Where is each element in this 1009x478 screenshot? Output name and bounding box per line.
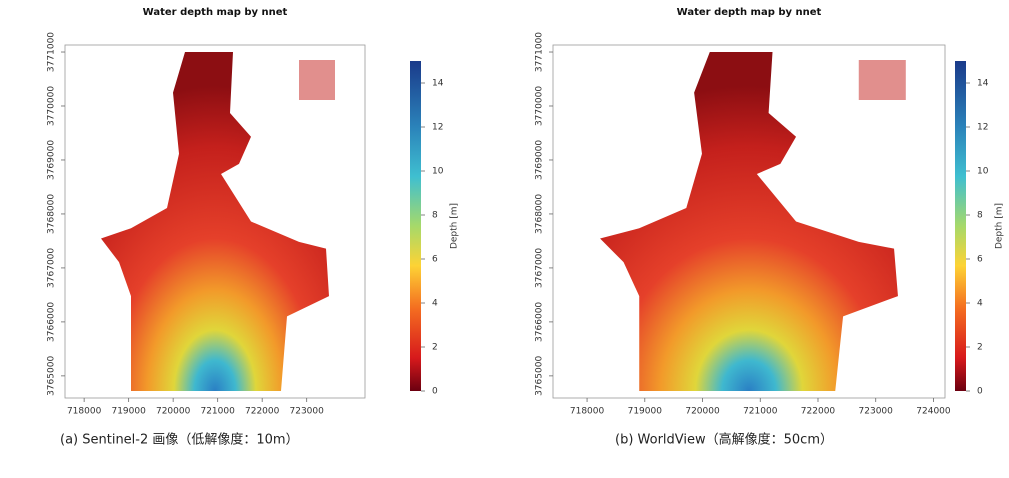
building-block	[859, 60, 906, 100]
colorbar-tick-label: 0	[977, 387, 983, 397]
x-tick-label: 718000	[570, 407, 605, 417]
colorbar	[410, 61, 421, 391]
colorbar-label: Depth [m]	[450, 203, 460, 249]
x-tick-label: 722000	[801, 407, 836, 417]
x-tick-label: 719000	[111, 407, 146, 417]
x-tick-label: 721000	[200, 407, 235, 417]
y-tick-label: 3771000	[47, 32, 57, 72]
y-tick-label: 3768000	[535, 194, 545, 234]
y-tick-label: 3769000	[535, 140, 545, 180]
colorbar-tick-label: 12	[977, 123, 988, 133]
colorbar-tick-label: 10	[432, 167, 444, 177]
y-tick-label: 3769000	[47, 140, 57, 180]
colorbar-tick-label: 14	[432, 79, 444, 89]
figure: Water depth map by nnet 718000 719000 72000…	[0, 0, 1009, 478]
x-tick-label: 719000	[628, 407, 663, 417]
y-tick-label: 3768000	[47, 194, 57, 234]
colorbar	[955, 61, 966, 391]
colorbar-tick-label: 4	[977, 299, 983, 309]
y-tick-label: 3767000	[47, 248, 57, 288]
x-tick-label: 723000	[859, 407, 894, 417]
x-tick-label: 722000	[245, 407, 280, 417]
y-tick-label: 3770000	[47, 86, 57, 126]
depth-raster	[101, 52, 329, 391]
colorbar-tick-label: 2	[432, 343, 438, 353]
x-tick-label: 720000	[156, 407, 191, 417]
colorbar-tick-label: 8	[977, 211, 983, 221]
x-tick-label: 720000	[685, 407, 720, 417]
colorbar-tick-label: 12	[432, 123, 443, 133]
depth-raster	[600, 52, 898, 391]
colorbar-tick-label: 8	[432, 211, 438, 221]
y-tick-label: 3765000	[535, 356, 545, 396]
x-tick-label: 718000	[67, 407, 102, 417]
y-tick-label: 3771000	[535, 32, 545, 72]
chart-title: Water depth map by nnet	[677, 7, 822, 18]
caption: (a) Sentinel-2 画像（低解像度：10m）	[60, 432, 299, 448]
y-tick-label: 3766000	[535, 302, 545, 342]
y-tick-label: 3765000	[47, 356, 57, 396]
colorbar-tick-label: 14	[977, 79, 989, 89]
colorbar-tick-label: 2	[977, 343, 983, 353]
y-tick-label: 3766000	[47, 302, 57, 342]
colorbar-label: Depth [m]	[995, 203, 1005, 249]
y-tick-label: 3770000	[535, 86, 545, 126]
colorbar-tick-label: 0	[432, 387, 438, 397]
chart-title: Water depth map by nnet	[143, 7, 288, 18]
colorbar-tick-label: 4	[432, 299, 438, 309]
x-tick-label: 724000	[916, 407, 951, 417]
x-tick-label: 723000	[290, 407, 325, 417]
colorbar-tick-label: 10	[977, 167, 989, 177]
caption: (b) WorldView（高解像度：50cm）	[615, 432, 833, 448]
x-tick-label: 721000	[743, 407, 778, 417]
building-block	[299, 60, 335, 100]
colorbar-tick-label: 6	[432, 255, 438, 265]
y-tick-label: 3767000	[535, 248, 545, 288]
colorbar-tick-label: 6	[977, 255, 983, 265]
